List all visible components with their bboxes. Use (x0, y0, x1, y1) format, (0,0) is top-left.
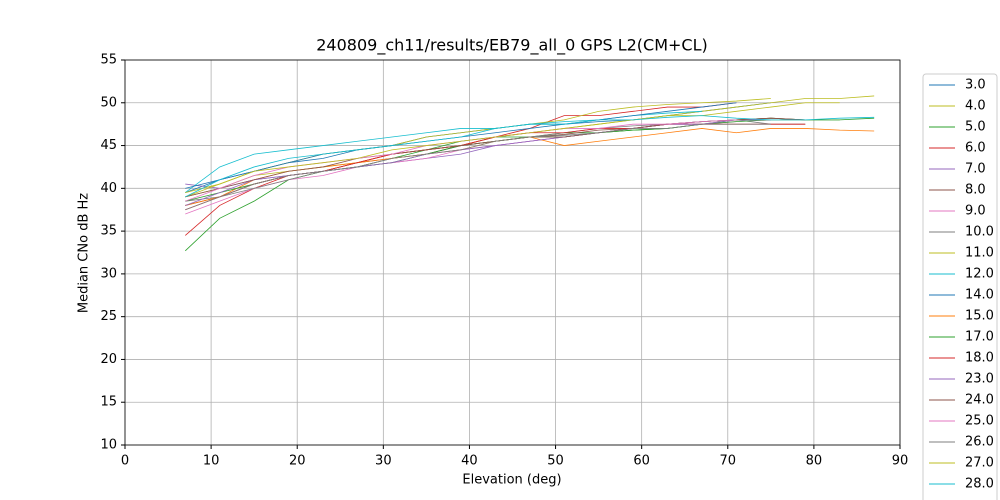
x-tick-label: 30 (375, 454, 392, 469)
series-line (185, 95, 875, 198)
y-tick-label: 40 (100, 181, 117, 196)
legend-label: 14.0 (965, 288, 994, 303)
y-tick-label: 35 (100, 224, 117, 239)
x-tick-label: 10 (203, 454, 220, 469)
legend-label: 24.0 (965, 393, 994, 408)
legend-label: 15.0 (965, 309, 994, 324)
y-tick-label: 15 (100, 395, 117, 410)
x-tick-label: 20 (289, 454, 306, 469)
x-tick-label: 80 (806, 454, 823, 469)
y-tick-label: 50 (100, 95, 117, 110)
legend-label: 28.0 (965, 477, 994, 492)
series-line (185, 102, 737, 236)
legend-label: 10.0 (965, 225, 994, 240)
chart-title: 240809_ch11/results/EB79_all_0 GPS L2(CM… (316, 36, 708, 56)
x-tick-label: 40 (461, 454, 478, 469)
series-line (185, 117, 806, 206)
x-tick-label: 0 (121, 454, 129, 469)
y-tick-label: 45 (100, 138, 117, 153)
series-line (185, 119, 737, 202)
legend-label: 17.0 (965, 330, 994, 345)
y-tick-label: 55 (100, 53, 117, 68)
legend-label: 3.0 (965, 78, 986, 93)
y-tick-label: 20 (100, 352, 117, 367)
series-line (185, 115, 875, 198)
x-axis-label: Elevation (deg) (462, 473, 561, 488)
legend-label: 9.0 (965, 204, 986, 219)
series-line (185, 123, 771, 211)
series-line (185, 119, 771, 206)
legend-label: 8.0 (965, 183, 986, 198)
x-tick-label: 90 (892, 454, 909, 469)
x-tick-label: 60 (633, 454, 650, 469)
y-tick-label: 10 (100, 438, 117, 453)
legend-label: 25.0 (965, 414, 994, 429)
legend-box (922, 73, 998, 500)
legend-label: 11.0 (965, 246, 994, 261)
plot-frame (124, 59, 901, 446)
legend-label: 18.0 (965, 351, 994, 366)
legend-label: 26.0 (965, 435, 994, 450)
x-tick-label: 70 (720, 454, 737, 469)
legend-label: 5.0 (965, 120, 986, 135)
legend-label: 4.0 (965, 99, 986, 114)
series-line (185, 119, 771, 189)
legend-label: 12.0 (965, 267, 994, 282)
y-axis-label: Median CNo dB Hz (77, 193, 92, 313)
legend-label: 23.0 (965, 372, 994, 387)
series-line (185, 119, 806, 202)
series-line (185, 102, 840, 193)
y-tick-label: 25 (100, 309, 117, 324)
y-tick-label: 30 (100, 266, 117, 281)
legend-label: 6.0 (965, 141, 986, 156)
legend-label: 27.0 (965, 456, 994, 471)
legend-label: 7.0 (965, 162, 986, 177)
x-tick-label: 50 (547, 454, 564, 469)
